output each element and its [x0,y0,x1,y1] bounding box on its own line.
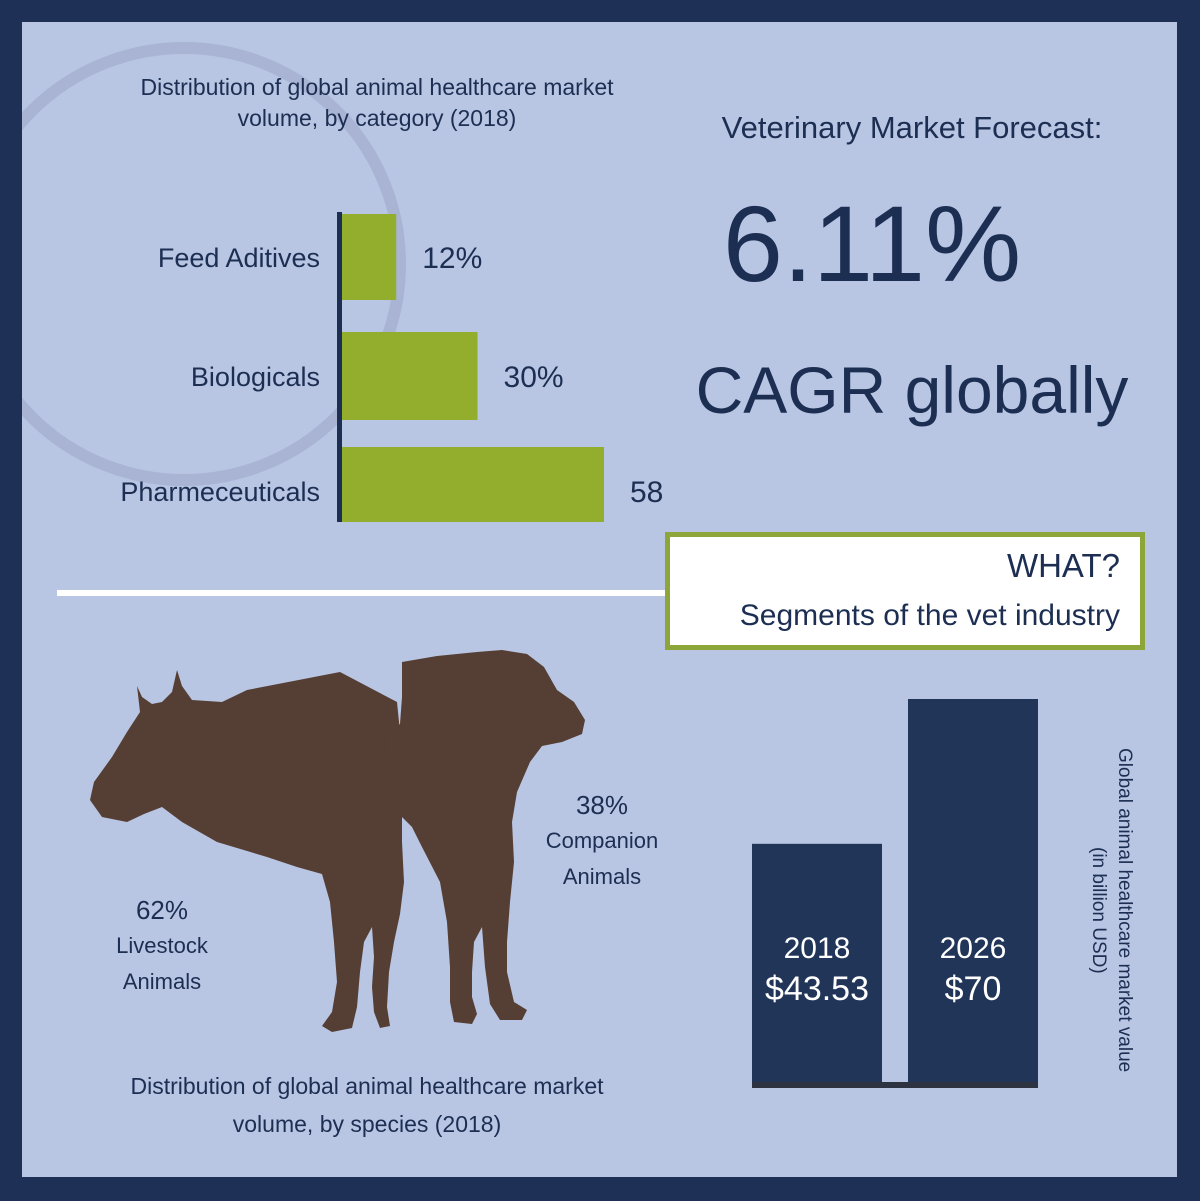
value-chart-baseline [752,1082,1038,1088]
companion-label: 38% Companion Animals [512,787,692,895]
companion-label-line2: Animals [562,864,642,889]
category-bar [342,332,478,420]
species-chart-title: Distribution of global animal healthcare… [130,1073,604,1137]
forecast-headline: Veterinary Market Forecast: [721,110,1103,145]
livestock-pct: 62% [135,895,189,925]
category-value-label: 30% [504,361,564,394]
section-divider [57,590,672,596]
value-bar-year-label: 2026 [940,932,1007,965]
value-bar [752,843,882,1082]
category-value-label: 12% [422,242,482,275]
dog-silhouette-icon [384,650,585,1024]
category-value-label: 58% [630,476,662,509]
value-chart-ylabel: Global animal healthcare market value (i… [1057,700,1137,1120]
what-callout-text: Segments of the vet industry [739,599,1120,632]
species-silhouettes [90,650,585,1032]
value-bar-chart: 2018 $43.53 2026 $70 [752,699,1038,1088]
category-label: Biologicals [191,362,320,392]
value-bar [908,699,1038,1082]
companion-pct: 38% [575,790,629,820]
cow-silhouette-icon [90,670,404,1032]
value-chart-ylabel-main: Global animal healthcare market value [1114,747,1135,1073]
companion-label-line1: Companion [545,828,659,853]
livestock-label-line1: Livestock [116,933,208,958]
forecast-cagr-subtitle: CAGR globally [695,353,1129,427]
value-bar-year-label: 2018 [784,932,851,965]
category-bar [342,447,604,522]
value-chart-ylabel-unit: (in billion USD) [1088,846,1109,974]
what-callout-box: WHAT? Segments of the vet industry [665,532,1145,650]
category-label: Pharmeceuticals [120,477,320,507]
category-label: Feed Aditives [158,243,320,273]
what-callout-question: WHAT? [1006,547,1120,584]
value-bar-value-label: $70 [945,970,1002,1008]
livestock-label: 62% Livestock Animals [82,892,242,1000]
category-bar-chart: Feed Aditives 12% Biologicals 30% Pharmeceut… [120,212,662,522]
infographic-panel: Distribution of global animal healthcare… [22,22,1177,1177]
category-chart-title: Distribution of global animal healthcare… [140,74,614,131]
forecast-cagr-value: 6.11% [722,183,1022,304]
value-bar-value-label: $43.53 [765,970,869,1008]
category-bar [342,214,397,300]
livestock-label-line2: Animals [122,969,202,994]
category-axis-line [337,212,342,522]
